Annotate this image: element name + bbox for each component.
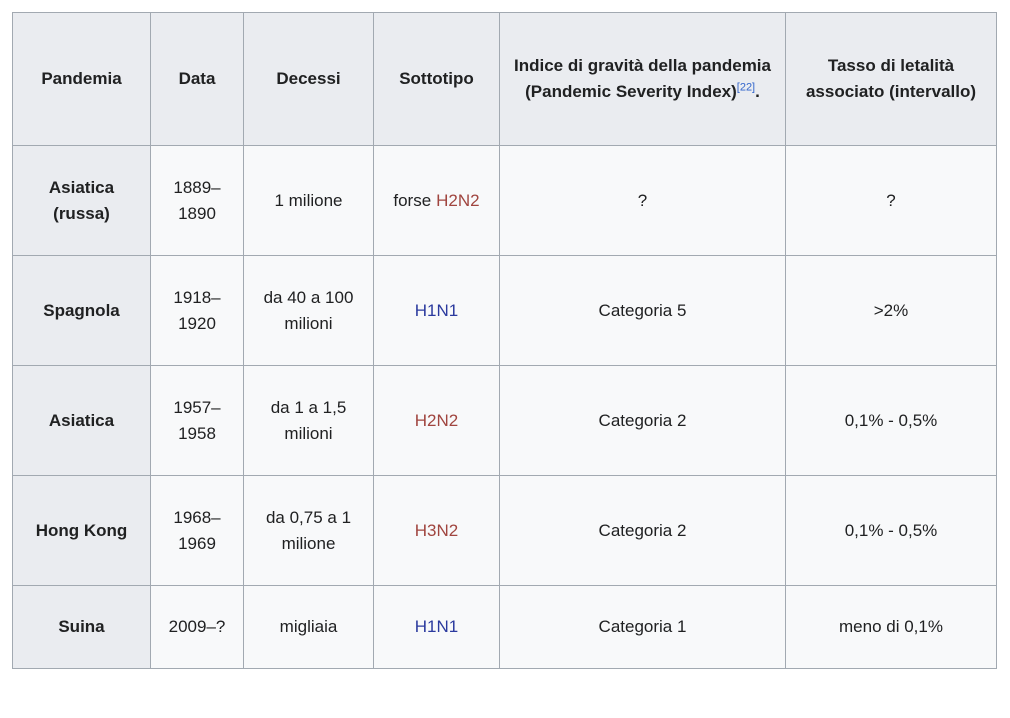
date-text: 1890 — [178, 203, 216, 223]
header-cell: Tasso di letalità associato (intervallo) — [785, 12, 997, 146]
severity-cell: ? — [499, 145, 786, 256]
subtype-cell: H1N1 — [373, 585, 500, 669]
pandemic-cell: Hong Kong — [12, 475, 151, 586]
subtype-prefix: forse — [393, 190, 432, 210]
header-text: Sottotipo — [399, 69, 474, 88]
pandemic-cell: Asiatica — [12, 365, 151, 476]
footnote-link[interactable]: [22] — [736, 81, 756, 94]
severity-cell: Categoria 2 — [499, 475, 786, 586]
date-text: 1920 — [178, 313, 216, 333]
date-text: 1957– — [173, 397, 221, 417]
header-cell: Pandemia — [12, 12, 151, 146]
pandemic-name: Hong Kong — [35, 520, 128, 540]
deaths-text: da 1 a 1,5 — [270, 397, 347, 417]
severity-cell: Categoria 1 — [499, 585, 786, 669]
deaths-cell: da 40 a 100 milioni — [243, 255, 374, 366]
rate-text: 0,1% - 0,5% — [844, 520, 938, 540]
date-cell: 1918– 1920 — [150, 255, 244, 366]
date-text: 1918– — [173, 287, 221, 307]
subtype-name[interactable]: H1N1 — [414, 300, 459, 320]
deaths-text: 1 milione — [274, 190, 343, 210]
pandemic-name: Asiatica — [48, 177, 115, 197]
rate-text: ? — [886, 190, 896, 210]
deaths-text: milione — [281, 533, 336, 553]
subtype-cell: H3N2 — [373, 475, 500, 586]
pandemic-name: (russa) — [53, 203, 110, 223]
date-text: 1969 — [178, 533, 216, 553]
date-cell: 1968– 1969 — [150, 475, 244, 586]
header-cell: Indice di gravità della pandemia (Pandem… — [499, 12, 786, 146]
table-row: Asiatica (russa) 1889– 1890 1 milione forse H2… — [12, 145, 997, 256]
date-text: 2009–? — [168, 617, 226, 636]
deaths-cell: da 0,75 a 1 milione — [243, 475, 374, 586]
severity-text: Categoria 5 — [598, 300, 687, 320]
deaths-cell: 1 milione — [243, 145, 374, 256]
date-text: 1958 — [178, 423, 216, 443]
date-text: 1889– — [173, 177, 221, 197]
deaths-cell: da 1 a 1,5 milioni — [243, 365, 374, 476]
rate-text: 0,1% - 0,5% — [844, 410, 938, 430]
subtype-name[interactable]: H2N2 — [436, 190, 480, 210]
severity-text: Categoria 2 — [598, 410, 687, 430]
header-text: Indice di gravità della pandemia (Pandem… — [514, 56, 771, 101]
subtype-name[interactable]: H2N2 — [414, 410, 459, 430]
deaths-text: migliaia — [279, 617, 338, 636]
header-cell: Sottotipo — [373, 12, 500, 146]
header-cell: Decessi — [243, 12, 374, 146]
pandemic-cell: Asiatica (russa) — [12, 145, 151, 256]
deaths-text: da 0,75 a 1 — [265, 507, 352, 527]
pandemic-name: Asiatica — [48, 410, 115, 430]
rate-cell: 0,1% - 0,5% — [785, 475, 997, 586]
header-text: Tasso di letalità associato (intervallo) — [805, 56, 977, 101]
header-text: Data — [178, 69, 216, 88]
subtype-name[interactable]: H1N1 — [414, 617, 459, 636]
table-row: Asiatica 1957– 1958 da 1 a 1,5 milioni H2N2 Ca… — [12, 365, 997, 476]
deaths-text: da 40 a 100 — [263, 287, 354, 307]
header-row: Pandemia Data Decessi Sottotipo Indice di gr… — [12, 12, 997, 146]
date-cell: 1957– 1958 — [150, 365, 244, 476]
rate-text: meno di 0,1% — [839, 617, 943, 636]
severity-text: Categoria 2 — [598, 520, 687, 540]
deaths-cell: migliaia — [243, 585, 374, 669]
date-cell: 1889– 1890 — [150, 145, 244, 256]
deaths-text: milioni — [284, 423, 333, 443]
table-row: Hong Kong 1968– 1969 da 0,75 a 1 milione H3N2… — [12, 475, 997, 586]
date-cell: 2009–? — [150, 585, 244, 669]
severity-text: Categoria 1 — [598, 617, 687, 636]
pandemic-table: Pandemia Data Decessi Sottotipo Indice di gr… — [12, 12, 997, 669]
rate-cell: meno di 0,1% — [785, 585, 997, 669]
deaths-text: milioni — [284, 313, 333, 333]
subtype-name[interactable]: H3N2 — [414, 520, 459, 540]
pandemic-name: Suina — [58, 617, 105, 636]
pandemic-name: Spagnola — [43, 300, 120, 320]
rate-cell: 0,1% - 0,5% — [785, 365, 997, 476]
rate-cell: >2% — [785, 255, 997, 366]
header-cell: Data — [150, 12, 244, 146]
rate-text: >2% — [873, 300, 909, 320]
severity-cell: Categoria 5 — [499, 255, 786, 366]
subtype-cell: forse H2N2 — [373, 145, 500, 256]
subtype-cell: H1N1 — [373, 255, 500, 366]
severity-text: ? — [637, 190, 648, 210]
table-row: Suina 2009–? migliaia H1N1 Categoria 1 meno d… — [12, 585, 997, 669]
subtype-cell: H2N2 — [373, 365, 500, 476]
table-row: Spagnola 1918– 1920 da 40 a 100 milioni H1N1 C… — [12, 255, 997, 366]
rate-cell: ? — [785, 145, 997, 256]
severity-cell: Categoria 2 — [499, 365, 786, 476]
pandemic-cell: Suina — [12, 585, 151, 669]
pandemic-cell: Spagnola — [12, 255, 151, 366]
date-text: 1968– — [173, 507, 221, 527]
header-text: Pandemia — [41, 69, 122, 88]
header-text: Decessi — [276, 69, 341, 88]
header-suffix: . — [755, 82, 760, 101]
table-body: Asiatica (russa) 1889– 1890 1 milione forse H2… — [12, 145, 997, 669]
